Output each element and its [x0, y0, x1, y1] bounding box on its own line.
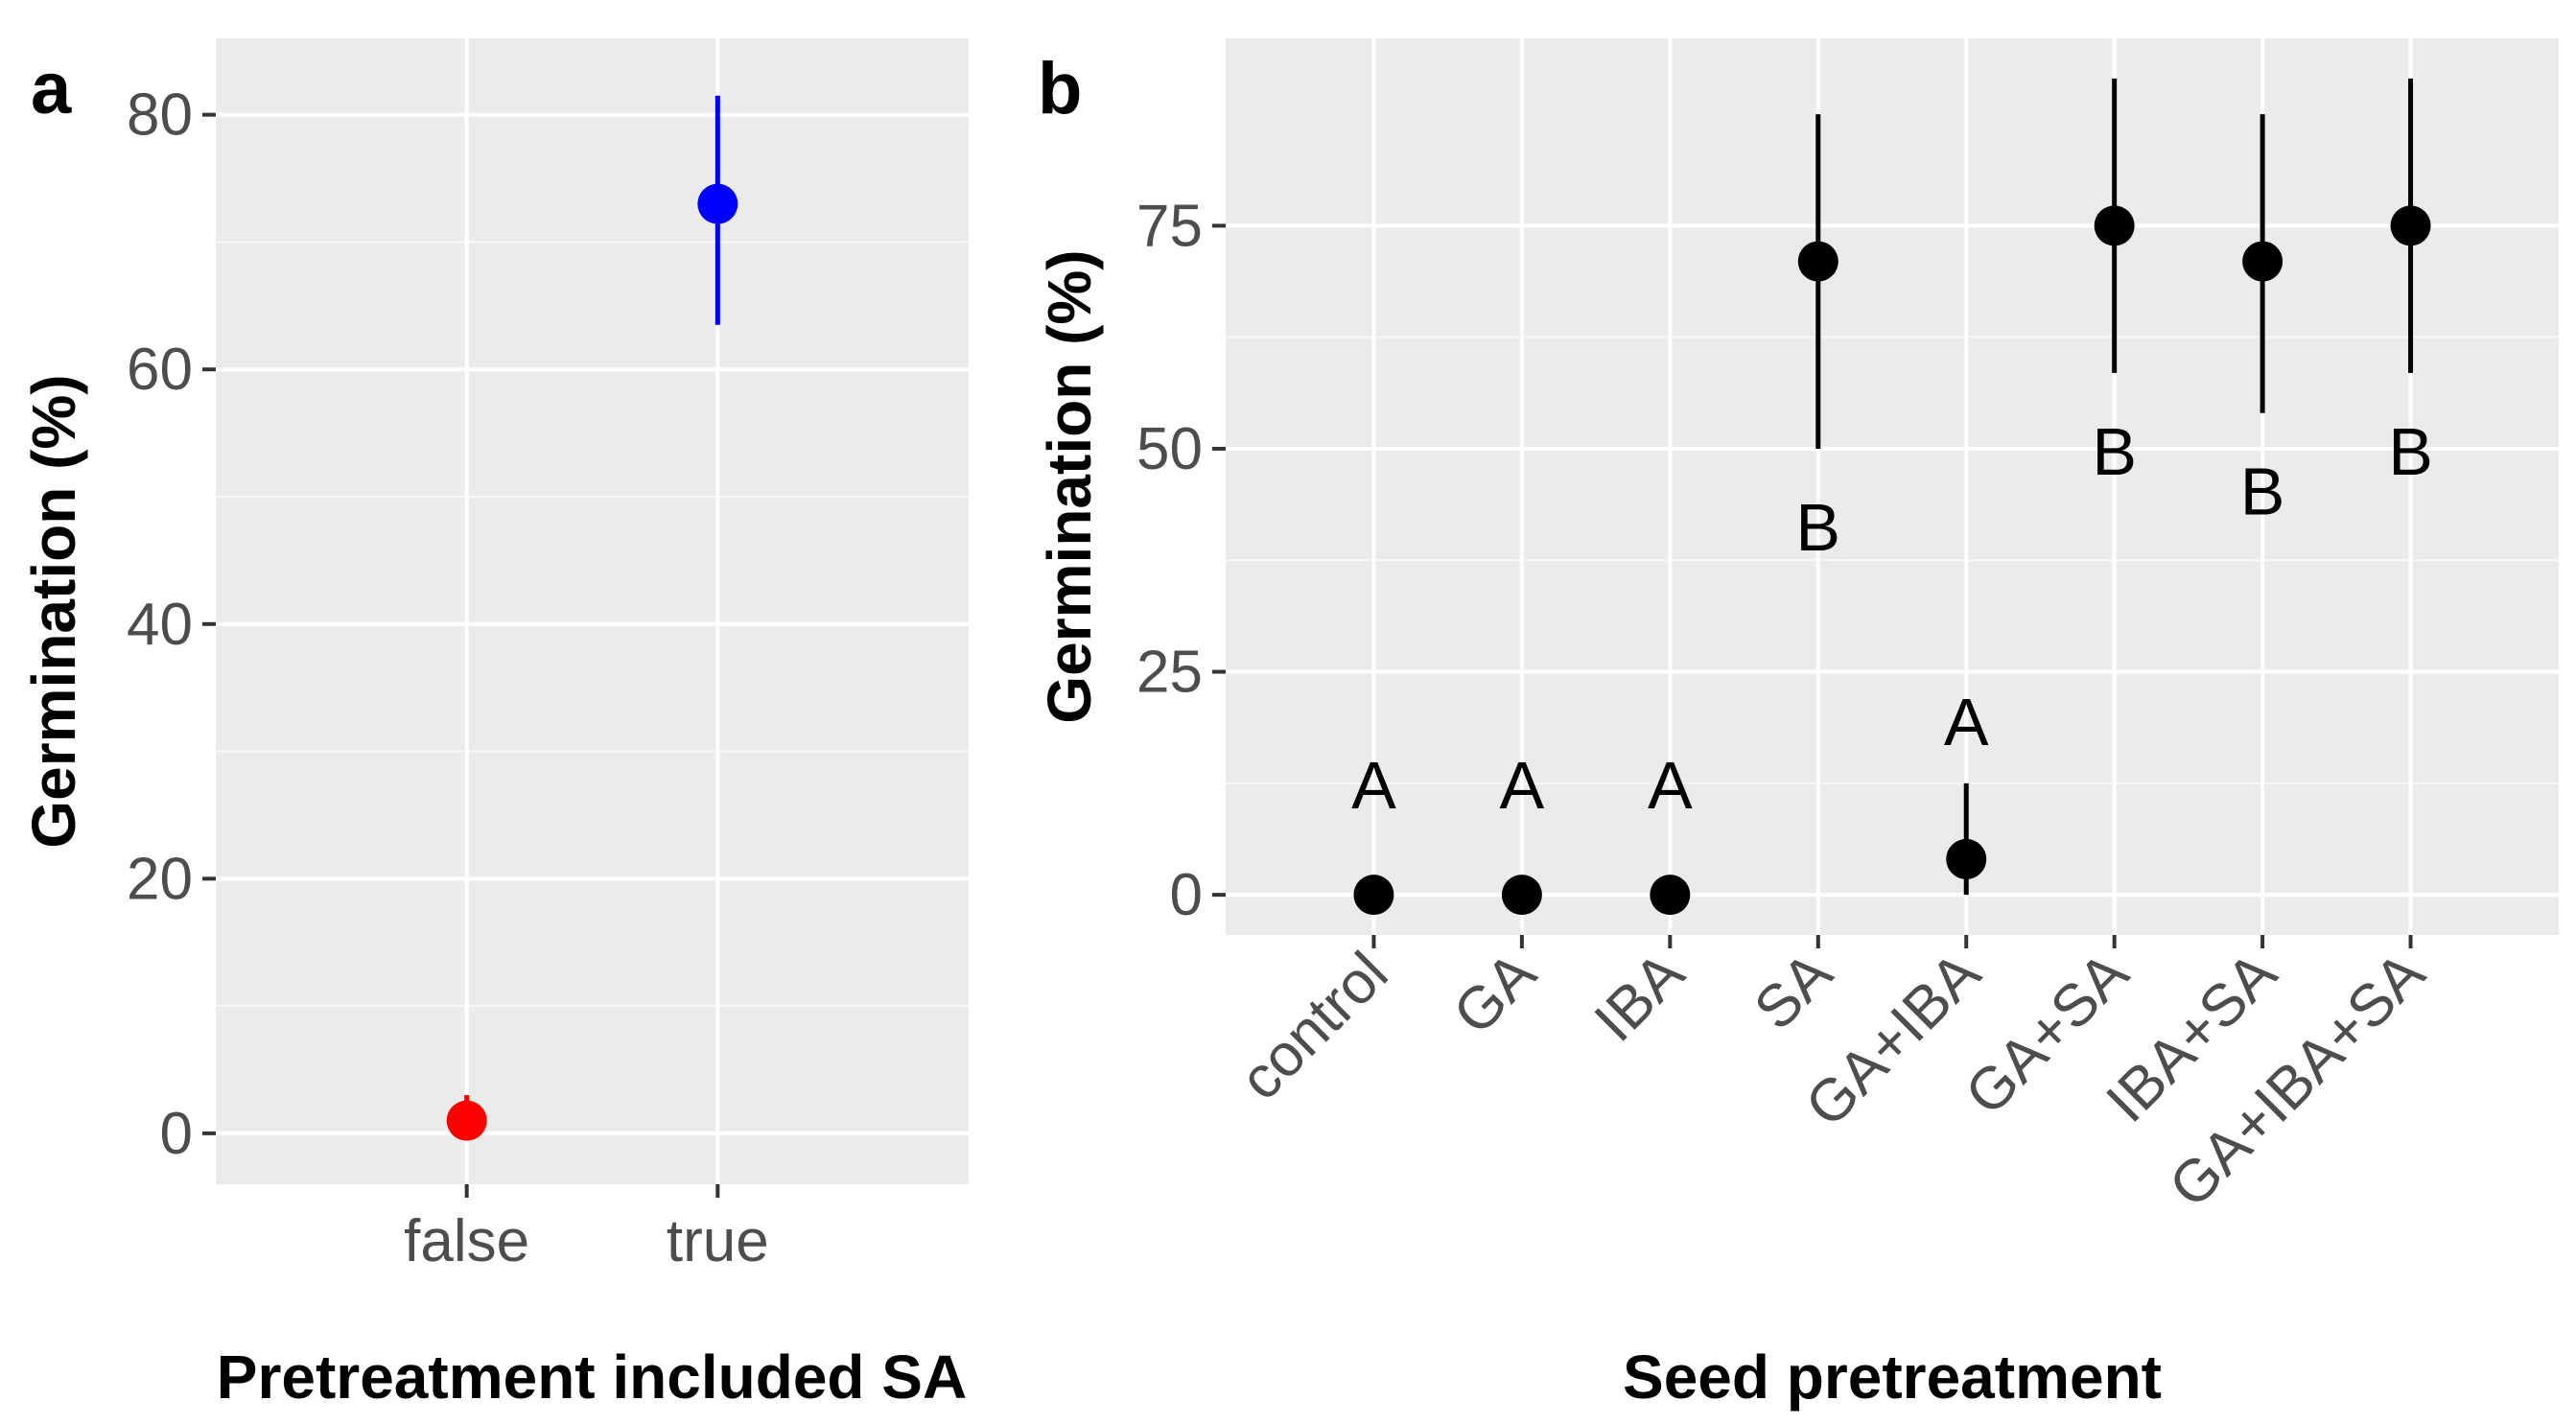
- panel-b-plot-area: [1226, 38, 2559, 935]
- b-point-GA: [1501, 875, 1542, 916]
- panel-a-label: a: [31, 48, 72, 129]
- b-group-letter-GA: A: [1500, 748, 1545, 823]
- b-y-tick-label: 75: [1136, 193, 1203, 259]
- b-point-IBA: [1650, 875, 1691, 916]
- b-y-tick-label: 0: [1170, 862, 1203, 928]
- b-y-tick-label: 50: [1136, 416, 1203, 482]
- panel-b-label: b: [1038, 48, 1082, 129]
- panel-a-plot-area: [216, 38, 969, 1184]
- a-x-tick-label: false: [404, 1208, 529, 1274]
- b-group-letter-SA: B: [1795, 490, 1840, 565]
- a-y-tick-label: 40: [127, 592, 193, 658]
- b-point-SA: [1797, 241, 1838, 282]
- b-group-letter-control: A: [1351, 748, 1396, 823]
- a-y-tick-label: 0: [160, 1101, 193, 1167]
- b-point-IBA+SA: [2242, 241, 2283, 282]
- b-point-GA+IBA: [1946, 838, 1987, 879]
- panel-a-data-marks: [446, 95, 738, 1141]
- b-group-letter-GA+IBA: A: [1944, 685, 1989, 759]
- b-x-tick-label: control: [1228, 940, 1400, 1112]
- b-point-GA+IBA+SA: [2390, 205, 2431, 246]
- panel-a-y-axis-title: Germination (%): [19, 374, 88, 848]
- b-x-tick-label: GA+IBA+SA: [2157, 940, 2438, 1221]
- b-point-control: [1353, 875, 1394, 916]
- b-point-GA+SA: [2094, 205, 2135, 246]
- a-point-true: [697, 183, 738, 224]
- b-x-tick-label: SA: [1742, 940, 1845, 1043]
- panel-b-y-axis-title: Germination (%): [1035, 249, 1104, 723]
- a-y-tick-label: 20: [127, 846, 193, 912]
- b-x-tick-label: GA: [1441, 940, 1550, 1048]
- b-y-tick-label: 25: [1136, 640, 1203, 706]
- panel-a-axes: 0 20 40 60 80 false true: [127, 82, 769, 1274]
- b-group-letter-GA+IBA+SA: B: [2388, 414, 2433, 489]
- a-point-false: [446, 1100, 487, 1141]
- b-group-letter-IBA: A: [1648, 748, 1693, 823]
- a-x-tick-label: true: [667, 1208, 769, 1274]
- panel-b-x-axis-title: Seed pretreatment: [1623, 1342, 2162, 1412]
- panel-a: a 0 20 40 60 80 false true Germination (%) Pre…: [19, 38, 969, 1412]
- a-y-tick-label: 60: [127, 337, 193, 403]
- b-group-letter-GA+SA: B: [2092, 414, 2137, 489]
- panel-b-data-marks: A A A B A B B B: [1351, 78, 2433, 916]
- panel-a-x-axis-title: Pretreatment included SA: [217, 1342, 967, 1412]
- b-x-tick-label: IBA: [1582, 940, 1698, 1055]
- b-group-letter-IBA+SA: B: [2240, 455, 2285, 529]
- a-y-tick-label: 80: [127, 82, 193, 149]
